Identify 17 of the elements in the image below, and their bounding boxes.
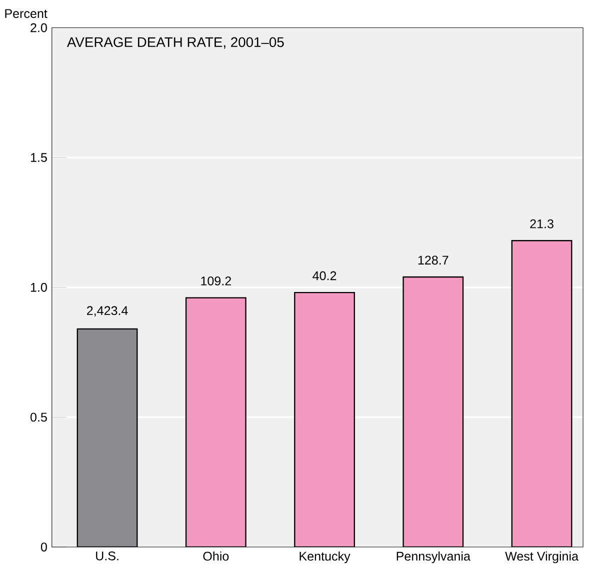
annotation: 21.3 xyxy=(530,220,554,228)
x-tick-label: Kentucky xyxy=(300,552,350,564)
y-tick-label: 1.5 xyxy=(30,153,47,162)
annotation: 40.2 xyxy=(312,271,336,280)
y-tick-label: 1.0 xyxy=(30,283,47,292)
y-axis-title: Percent xyxy=(5,9,48,18)
x-tick-label: Ohio xyxy=(203,552,229,561)
x-tick-label: U.S. xyxy=(96,552,118,560)
x-tick-label: West Virginia xyxy=(505,552,579,564)
annotation: 128.7 xyxy=(418,256,448,265)
y-tick-label: 0 xyxy=(40,542,47,552)
x-tick-label: Pennsylvania xyxy=(396,552,470,564)
annotation: 2,423.4 xyxy=(86,306,128,317)
y-tick-label: 2.0 xyxy=(30,23,47,32)
annotation: 109.2 xyxy=(201,276,231,286)
y-tick-label: 0.5 xyxy=(30,412,47,422)
text: AVERAGE DEATH RATE, 2001–05 xyxy=(66,37,284,49)
